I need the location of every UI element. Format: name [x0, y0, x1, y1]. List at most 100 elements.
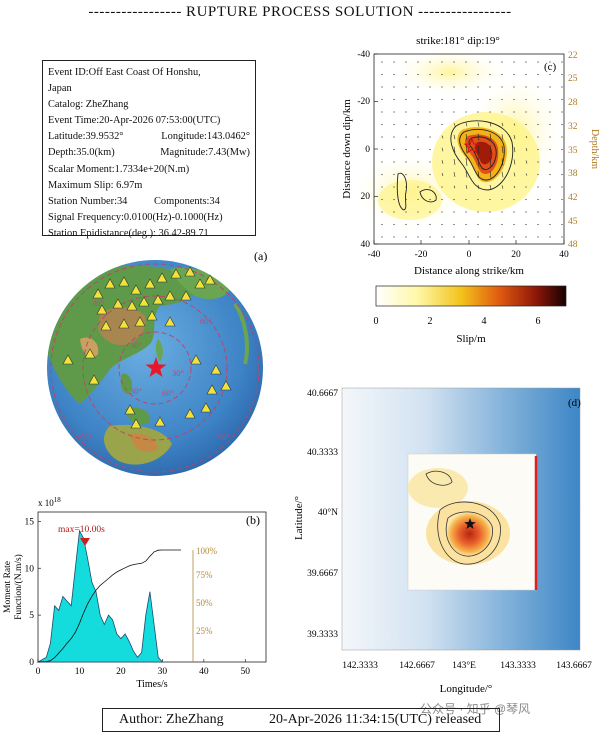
slip-dot: [537, 123, 539, 126]
svg-text:0: 0: [365, 145, 370, 155]
lat-lon-row: Latitude:39.9532° Longitude:143.0462°: [48, 129, 250, 145]
svg-text:2: 2: [428, 316, 433, 327]
slip-arrow: [477, 144, 480, 155]
slip-dot: [525, 73, 527, 76]
station-triangle-icon: [126, 300, 138, 311]
slip-dot: [489, 86, 491, 88]
slip-dot: [453, 211, 455, 213]
svg-text:39.6667: 39.6667: [307, 569, 338, 579]
slip-dot: [477, 98, 479, 101]
slip-arrow: [477, 184, 480, 190]
slip-dot: [549, 98, 551, 101]
slip-dot: [393, 86, 395, 88]
slip-dot: [537, 211, 539, 213]
event-id-cont: Japan: [48, 83, 72, 95]
c-yticks: -40 -20 0 20 40: [357, 50, 370, 250]
slip-dot: [537, 73, 539, 76]
slip-dot: [549, 186, 551, 188]
station-triangle-icon: [138, 296, 150, 307]
slip-arrow: [465, 158, 468, 166]
slip-dot: [501, 198, 503, 201]
slip-arrow: [441, 135, 444, 139]
slip-dot: [381, 148, 383, 151]
c-xlabel: Distance along strike/km: [414, 265, 524, 277]
station-triangle-icon: [220, 380, 232, 391]
station-triangle-icon: [156, 272, 168, 283]
station-triangle-icon: [130, 284, 142, 295]
slip-dot: [525, 61, 527, 63]
svg-text:-40: -40: [368, 250, 381, 260]
svg-text:0: 0: [467, 250, 472, 260]
slip-arrow: [513, 185, 516, 189]
slip-dot: [501, 211, 503, 213]
slip-arrow: [441, 173, 444, 176]
slip-dot: [465, 98, 467, 101]
slip-vectors: [381, 61, 563, 238]
slip-dot: [489, 73, 491, 76]
slip-dot: [549, 111, 551, 113]
x-tick-label: 40: [199, 667, 209, 677]
slip-dot: [429, 161, 431, 163]
slip-dot: [477, 111, 479, 113]
ylabel-line1: Moment Rate: [3, 561, 13, 613]
pct-50: 50%: [196, 598, 213, 608]
slip-field: [350, 47, 565, 232]
epicenter-star-icon: [145, 357, 167, 377]
slip-dot: [429, 98, 431, 101]
slip-dot: [513, 61, 515, 63]
c-ylabel: Distance down dip/km: [341, 99, 353, 199]
slip-dot: [381, 86, 383, 88]
slip-dot: [381, 123, 383, 126]
slip-dot: [489, 198, 491, 201]
slip-arrow: [441, 147, 444, 152]
slip-dot: [441, 61, 443, 63]
slip-dot: [429, 136, 431, 138]
slip-dot: [525, 111, 527, 113]
y-tick-label: 5: [29, 611, 34, 621]
slip-dot: [537, 136, 539, 138]
slip-dot: [561, 198, 563, 201]
slip-dot: [549, 148, 551, 151]
x-tick-label: 0: [36, 667, 41, 677]
slip-arrow: [525, 160, 528, 164]
slip-dot: [549, 136, 551, 138]
station-markers: [62, 266, 232, 429]
slip-dot: [537, 186, 539, 188]
latitude: Latitude:39.9532°: [48, 131, 124, 143]
event-info-box: Event ID:Off East Coast Of Honshu, Japan…: [42, 60, 256, 239]
panel-d-label: (d): [568, 397, 581, 409]
footer-released: 20-Apr-2026 11:34:15(UTC) released: [269, 712, 482, 727]
slip-dot: [525, 223, 527, 226]
slip-dot: [549, 123, 551, 126]
slip-dot: [417, 186, 419, 188]
svg-text:20: 20: [361, 192, 371, 202]
slip-dot: [537, 86, 539, 88]
slip-dot: [429, 186, 431, 188]
slip-dot: [381, 73, 383, 76]
slip-arrow: [465, 145, 468, 154]
svg-text:-40: -40: [357, 50, 370, 60]
epidistance: Station Epidistance(deg.): 36.42-89.71: [48, 227, 209, 239]
slip-dot: [477, 198, 479, 201]
slip-dot: [537, 173, 539, 176]
svg-text:30°: 30°: [172, 368, 184, 378]
panel-a-label: (a): [254, 249, 267, 263]
slip-dot: [501, 73, 503, 76]
d-yticks: 40.6667 40.3333 40°N 39.6667 39.3333: [307, 389, 338, 640]
slip-dot: [405, 148, 407, 151]
panel-a-globe: 30° 30° 60° 60° 90° 90° 30° 30° (a): [47, 249, 267, 476]
slip-dot: [561, 148, 563, 151]
svg-text:0: 0: [374, 316, 379, 327]
svg-text:48: 48: [568, 240, 578, 250]
slip-dot: [525, 123, 527, 126]
svg-text:22: 22: [568, 51, 578, 61]
signal-frequency: Signal Frequency:0.0100(Hz)-0.1000(Hz): [48, 211, 223, 223]
slip-arrow: [465, 171, 468, 178]
panel-b-label: (b): [246, 513, 260, 527]
station-triangle-icon: [152, 294, 164, 305]
slip-dot: [381, 98, 383, 101]
svg-text:142.3333: 142.3333: [342, 661, 378, 671]
peak-marker-icon: [80, 538, 90, 546]
slip-dot: [537, 111, 539, 113]
slip-dot: [453, 98, 455, 101]
